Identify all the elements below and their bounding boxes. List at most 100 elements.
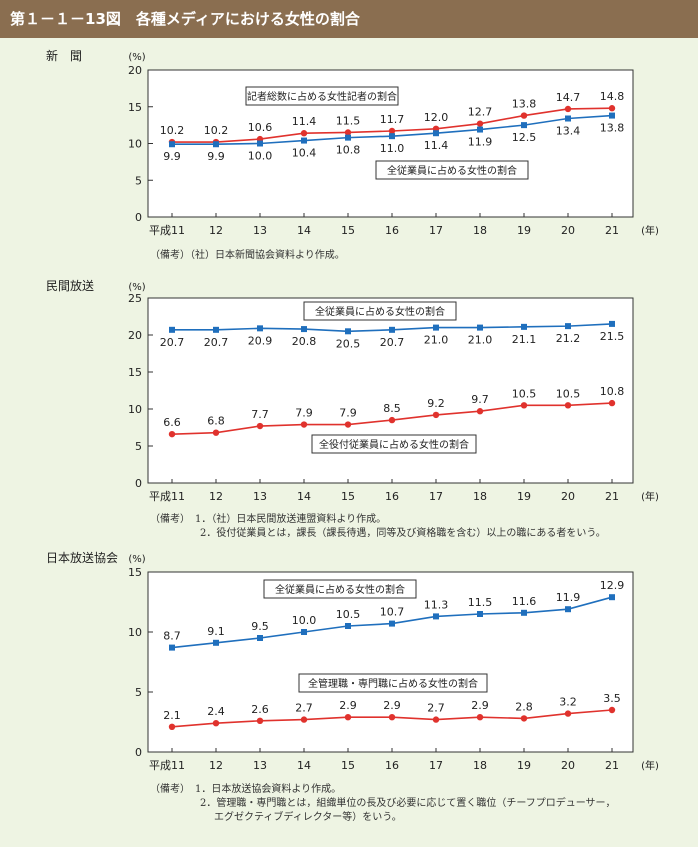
y-tick-label: 25 xyxy=(128,292,142,305)
data-point xyxy=(608,706,616,714)
data-label: 10.5 xyxy=(336,608,361,621)
data-label: 20.7 xyxy=(380,336,405,349)
chart-note: （備考） 1．（社）日本民間放送連盟資料より作成。 xyxy=(150,512,386,525)
x-tick-label: 18 xyxy=(473,224,487,237)
data-label: 20.7 xyxy=(160,336,185,349)
data-point xyxy=(212,429,220,436)
data-point xyxy=(388,416,396,424)
data-label: 2.6 xyxy=(251,703,269,716)
legend-label: 全管理職・専門職に占める女性の割合 xyxy=(308,677,478,690)
data-point xyxy=(433,324,439,331)
data-label: 11.4 xyxy=(292,115,317,128)
data-label: 21.5 xyxy=(600,330,625,343)
data-point xyxy=(300,716,308,723)
data-label: 2.9 xyxy=(471,699,489,712)
chart-1: 新 聞 (%) 0 5 10 15 20 平成11 12 13 14 15 16 17 18 19 20 21 (年… xyxy=(46,48,659,261)
data-point xyxy=(169,141,175,148)
data-label: 20.7 xyxy=(204,336,229,349)
x-axis-unit: (年) xyxy=(641,759,659,772)
data-point xyxy=(609,594,615,601)
y-tick-label: 15 xyxy=(128,566,142,579)
data-label: 10.5 xyxy=(512,387,537,400)
data-label: 10.7 xyxy=(380,606,405,619)
data-label: 11.4 xyxy=(424,139,449,152)
data-label: 13.4 xyxy=(556,125,581,138)
x-tick-label: 13 xyxy=(253,490,267,503)
data-label: 2.9 xyxy=(339,699,357,712)
chart-2: 民間放送 (%) 0 5 10 15 20 25 平成11 12 13 14 15 16 17 18 19 20 2… xyxy=(46,278,659,539)
data-point xyxy=(345,623,351,629)
data-point xyxy=(256,422,264,430)
data-point xyxy=(169,326,175,333)
data-point xyxy=(520,112,528,119)
x-tick-label: 平成11 xyxy=(149,490,185,503)
y-tick-label: 0 xyxy=(135,746,142,759)
y-axis-unit: (%) xyxy=(128,554,145,565)
data-point xyxy=(301,137,307,144)
data-label: 21.0 xyxy=(468,334,493,347)
x-tick-label: 21 xyxy=(605,224,619,237)
data-point xyxy=(389,620,395,627)
figure-title: 第１－１－13図 各種メディアにおける女性の割合 xyxy=(0,0,698,38)
chart-title: 日本放送協会 xyxy=(46,550,118,565)
data-point xyxy=(432,716,440,723)
y-tick-label: 0 xyxy=(135,211,142,224)
data-label: 3.5 xyxy=(603,692,621,705)
data-point xyxy=(345,134,351,141)
data-label: 12.7 xyxy=(468,106,493,119)
data-point xyxy=(608,399,616,407)
data-label: 2.7 xyxy=(427,702,445,715)
data-point xyxy=(433,130,439,137)
x-tick-label: 21 xyxy=(605,759,619,772)
data-point xyxy=(477,324,483,331)
data-point xyxy=(344,421,352,428)
data-point xyxy=(389,133,395,140)
x-tick-label: 18 xyxy=(473,759,487,772)
x-tick-label: 平成11 xyxy=(149,759,185,772)
data-label: 6.6 xyxy=(163,416,181,429)
data-point xyxy=(476,408,484,415)
x-tick-label: 平成11 xyxy=(149,224,185,237)
data-label: 7.9 xyxy=(339,407,357,420)
legend-box xyxy=(375,160,529,180)
data-label: 20.8 xyxy=(292,335,317,348)
data-point xyxy=(344,714,352,721)
data-label: 10.8 xyxy=(336,144,361,157)
data-label: 14.7 xyxy=(556,91,581,104)
x-tick-label: 16 xyxy=(385,759,399,772)
data-point xyxy=(389,326,395,333)
x-tick-label: 20 xyxy=(561,224,575,237)
data-label: 10.0 xyxy=(292,614,317,627)
legend-box xyxy=(263,579,417,599)
data-point xyxy=(300,130,308,137)
y-tick-label: 5 xyxy=(135,440,142,453)
data-point xyxy=(168,430,176,438)
data-point xyxy=(564,402,572,409)
data-point xyxy=(609,112,615,119)
data-label: 20.9 xyxy=(248,334,273,347)
y-tick-label: 5 xyxy=(135,174,142,187)
x-tick-label: 14 xyxy=(297,490,311,503)
data-label: 11.5 xyxy=(336,114,361,127)
y-tick-label: 10 xyxy=(128,138,142,151)
data-label: 13.8 xyxy=(600,122,625,135)
data-point xyxy=(565,323,571,330)
y-tick-label: 15 xyxy=(128,101,142,114)
data-point xyxy=(520,402,528,409)
y-tick-label: 15 xyxy=(128,366,142,379)
data-point xyxy=(609,320,615,327)
data-point xyxy=(256,717,264,724)
x-axis-unit: (年) xyxy=(641,490,659,503)
legend-label: 全従業員に占める女性の割合 xyxy=(387,164,517,177)
data-label: 2.9 xyxy=(383,699,401,712)
x-tick-label: 12 xyxy=(209,759,223,772)
data-label: 14.8 xyxy=(600,90,625,103)
data-label: 9.7 xyxy=(471,393,489,406)
data-label: 11.0 xyxy=(380,142,405,155)
y-tick-label: 10 xyxy=(128,403,142,416)
data-point xyxy=(432,411,440,419)
data-label: 6.8 xyxy=(207,415,225,428)
x-tick-label: 17 xyxy=(429,759,443,772)
data-label: 20.5 xyxy=(336,337,361,350)
x-tick-label: 13 xyxy=(253,759,267,772)
